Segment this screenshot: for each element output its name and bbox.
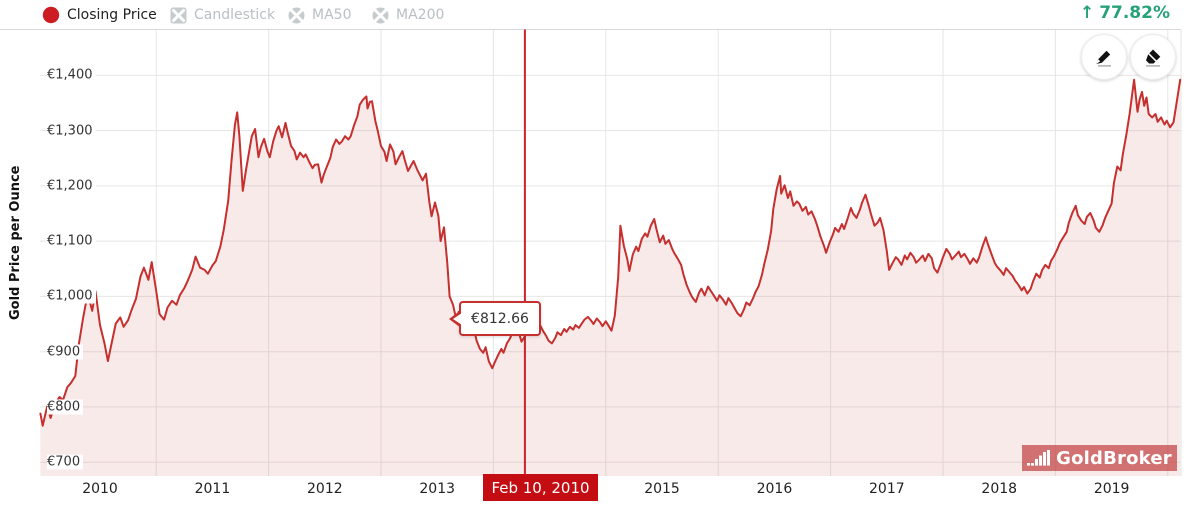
- erase-annotation-button[interactable]: [1130, 34, 1176, 80]
- x-axis-tick: 2015: [644, 481, 680, 497]
- percent-change-value: 77.82%: [1099, 3, 1170, 23]
- bars-logo-icon: [1027, 450, 1051, 466]
- up-arrow-icon: ↑: [1079, 3, 1095, 23]
- goldbroker-watermark: GoldBroker: [1022, 445, 1177, 471]
- y-axis-tick: €700: [47, 454, 84, 470]
- candlestick-toggle-icon: [170, 7, 187, 24]
- ma200-toggle-icon: [372, 7, 389, 24]
- draw-annotation-button[interactable]: [1081, 34, 1127, 80]
- percent-change-badge: ↑ 77.82%: [1080, 3, 1170, 23]
- y-axis-tick: €800: [47, 399, 84, 415]
- x-axis-tick: 2011: [194, 481, 231, 497]
- legend-item-ma200[interactable]: MA200: [372, 0, 444, 30]
- price-tooltip: €812.66: [459, 301, 541, 336]
- x-axis-tick: 2013: [419, 481, 456, 497]
- legend-label: MA200: [396, 7, 445, 23]
- y-axis-title: Gold Price per Ounce: [8, 165, 23, 321]
- y-axis-tick: €1,200: [47, 178, 96, 194]
- y-axis-tick: €900: [47, 344, 84, 360]
- y-axis-tick: €1,000: [47, 288, 96, 304]
- y-axis-tick: €1,100: [47, 233, 96, 249]
- ma50-toggle-icon: [288, 7, 305, 24]
- tooltip-value: €812.66: [471, 310, 529, 327]
- x-axis-tick: 2012: [307, 481, 343, 497]
- legend-item-candlestick[interactable]: Candlestick: [170, 0, 275, 30]
- legend-label: MA50: [312, 7, 352, 23]
- x-axis-tick: 2019: [1093, 481, 1130, 497]
- legend-item-closing-price[interactable]: Closing Price: [42, 0, 157, 30]
- closing-price-dot-icon: [42, 6, 60, 24]
- x-axis-tick: 2018: [981, 481, 1018, 497]
- legend-label: Candlestick: [194, 7, 276, 23]
- eraser-icon: [1146, 49, 1161, 67]
- legend-label: Closing Price: [67, 7, 157, 23]
- pencil-icon: [1096, 50, 1111, 67]
- y-axis-tick: €1,400: [47, 67, 96, 83]
- selected-date-label: Feb 10, 2010: [483, 474, 598, 501]
- y-axis-tick: €1,300: [47, 123, 96, 139]
- legend-item-ma50[interactable]: MA50: [288, 0, 351, 30]
- watermark-text: GoldBroker: [1056, 447, 1172, 469]
- x-axis-tick: 2016: [756, 481, 793, 497]
- x-axis-tick: 2017: [869, 481, 905, 497]
- x-axis-tick: 2010: [82, 481, 118, 497]
